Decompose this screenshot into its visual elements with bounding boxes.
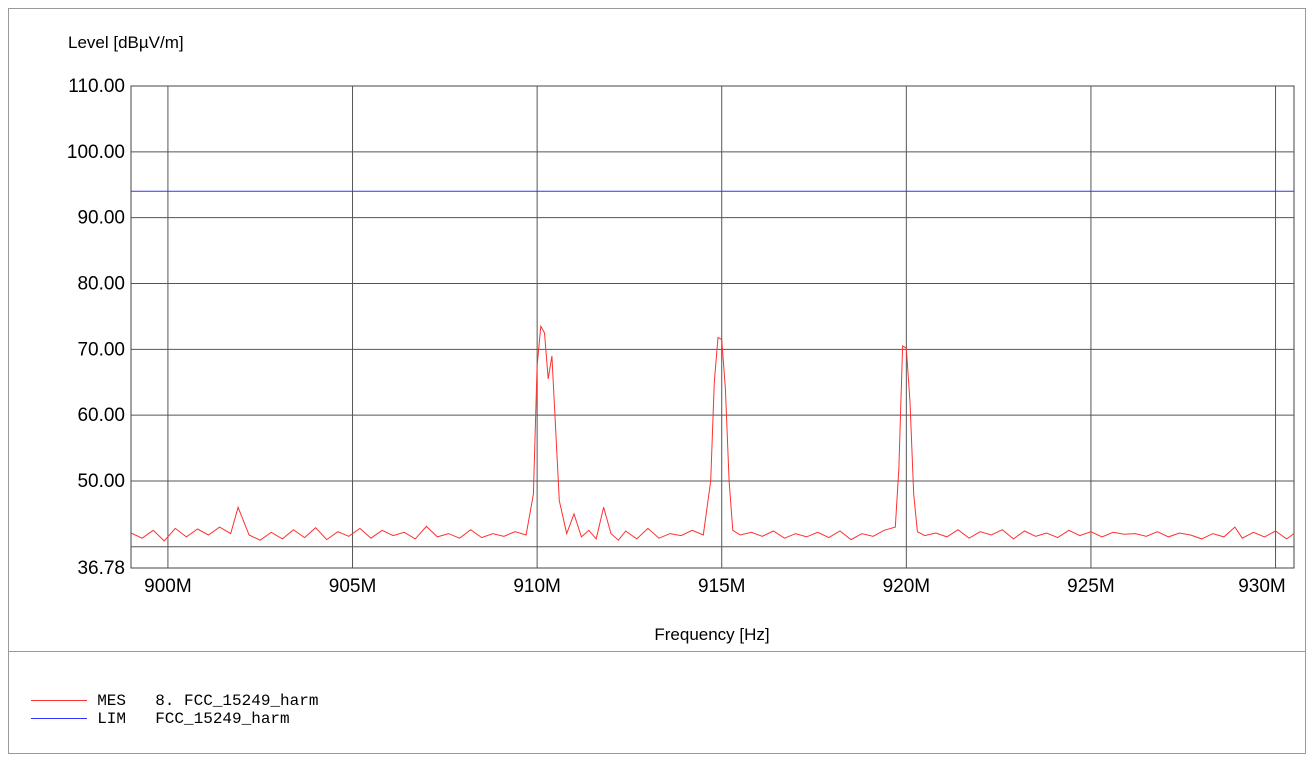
legend-item-mes: MES 8. FCC_15249_harm	[12, 674, 318, 710]
y-tick-label: 80.00	[77, 273, 125, 294]
y-tick-label: 70.00	[77, 339, 125, 360]
x-tick-labels: 900M 905M 910M 915M 920M 925M 930M	[144, 576, 1286, 597]
grid-layer	[131, 86, 1294, 568]
y-tick-label: 50.00	[77, 471, 125, 492]
x-tick-label: 915M	[698, 576, 746, 597]
y-tick-labels: 110.00 100.00 90.00 80.00 70.00 60.00 50.00 36.…	[67, 76, 125, 579]
legend-swatch-mes	[31, 700, 88, 702]
x-tick-label: 930M	[1238, 576, 1286, 597]
legend-swatch-lim	[31, 718, 88, 720]
legend-code: MES	[97, 692, 127, 710]
y-axis-label: Level [dBµV/m]	[68, 33, 184, 52]
x-tick-label: 905M	[329, 576, 377, 597]
x-tick-label: 900M	[144, 576, 192, 597]
y-tick-label: 60.00	[77, 405, 125, 426]
y-tick-label: 36.78	[77, 558, 125, 579]
legend-text: 8. FCC_15249_harm	[155, 692, 319, 710]
series-layer	[130, 190, 1295, 542]
series-line-mes	[130, 324, 1295, 542]
legend-item-lim: LIM FCC_15249_harm	[12, 692, 290, 728]
x-tick-label: 925M	[1067, 576, 1115, 597]
legend-code: LIM	[97, 710, 127, 728]
plot-background	[130, 85, 1295, 569]
x-tick-label: 920M	[883, 576, 931, 597]
legend-text: FCC_15249_harm	[155, 710, 290, 728]
plot-area: 110.00 100.00 90.00 80.00 70.00 60.00 50.00 36.…	[67, 76, 1295, 597]
y-tick-label: 100.00	[67, 142, 125, 163]
y-tick-label: 110.00	[68, 76, 125, 97]
y-tick-label: 90.00	[77, 208, 125, 229]
x-axis-label: Frequency [Hz]	[654, 625, 769, 644]
x-tick-label: 910M	[513, 576, 561, 597]
legend-divider	[8, 651, 1306, 652]
